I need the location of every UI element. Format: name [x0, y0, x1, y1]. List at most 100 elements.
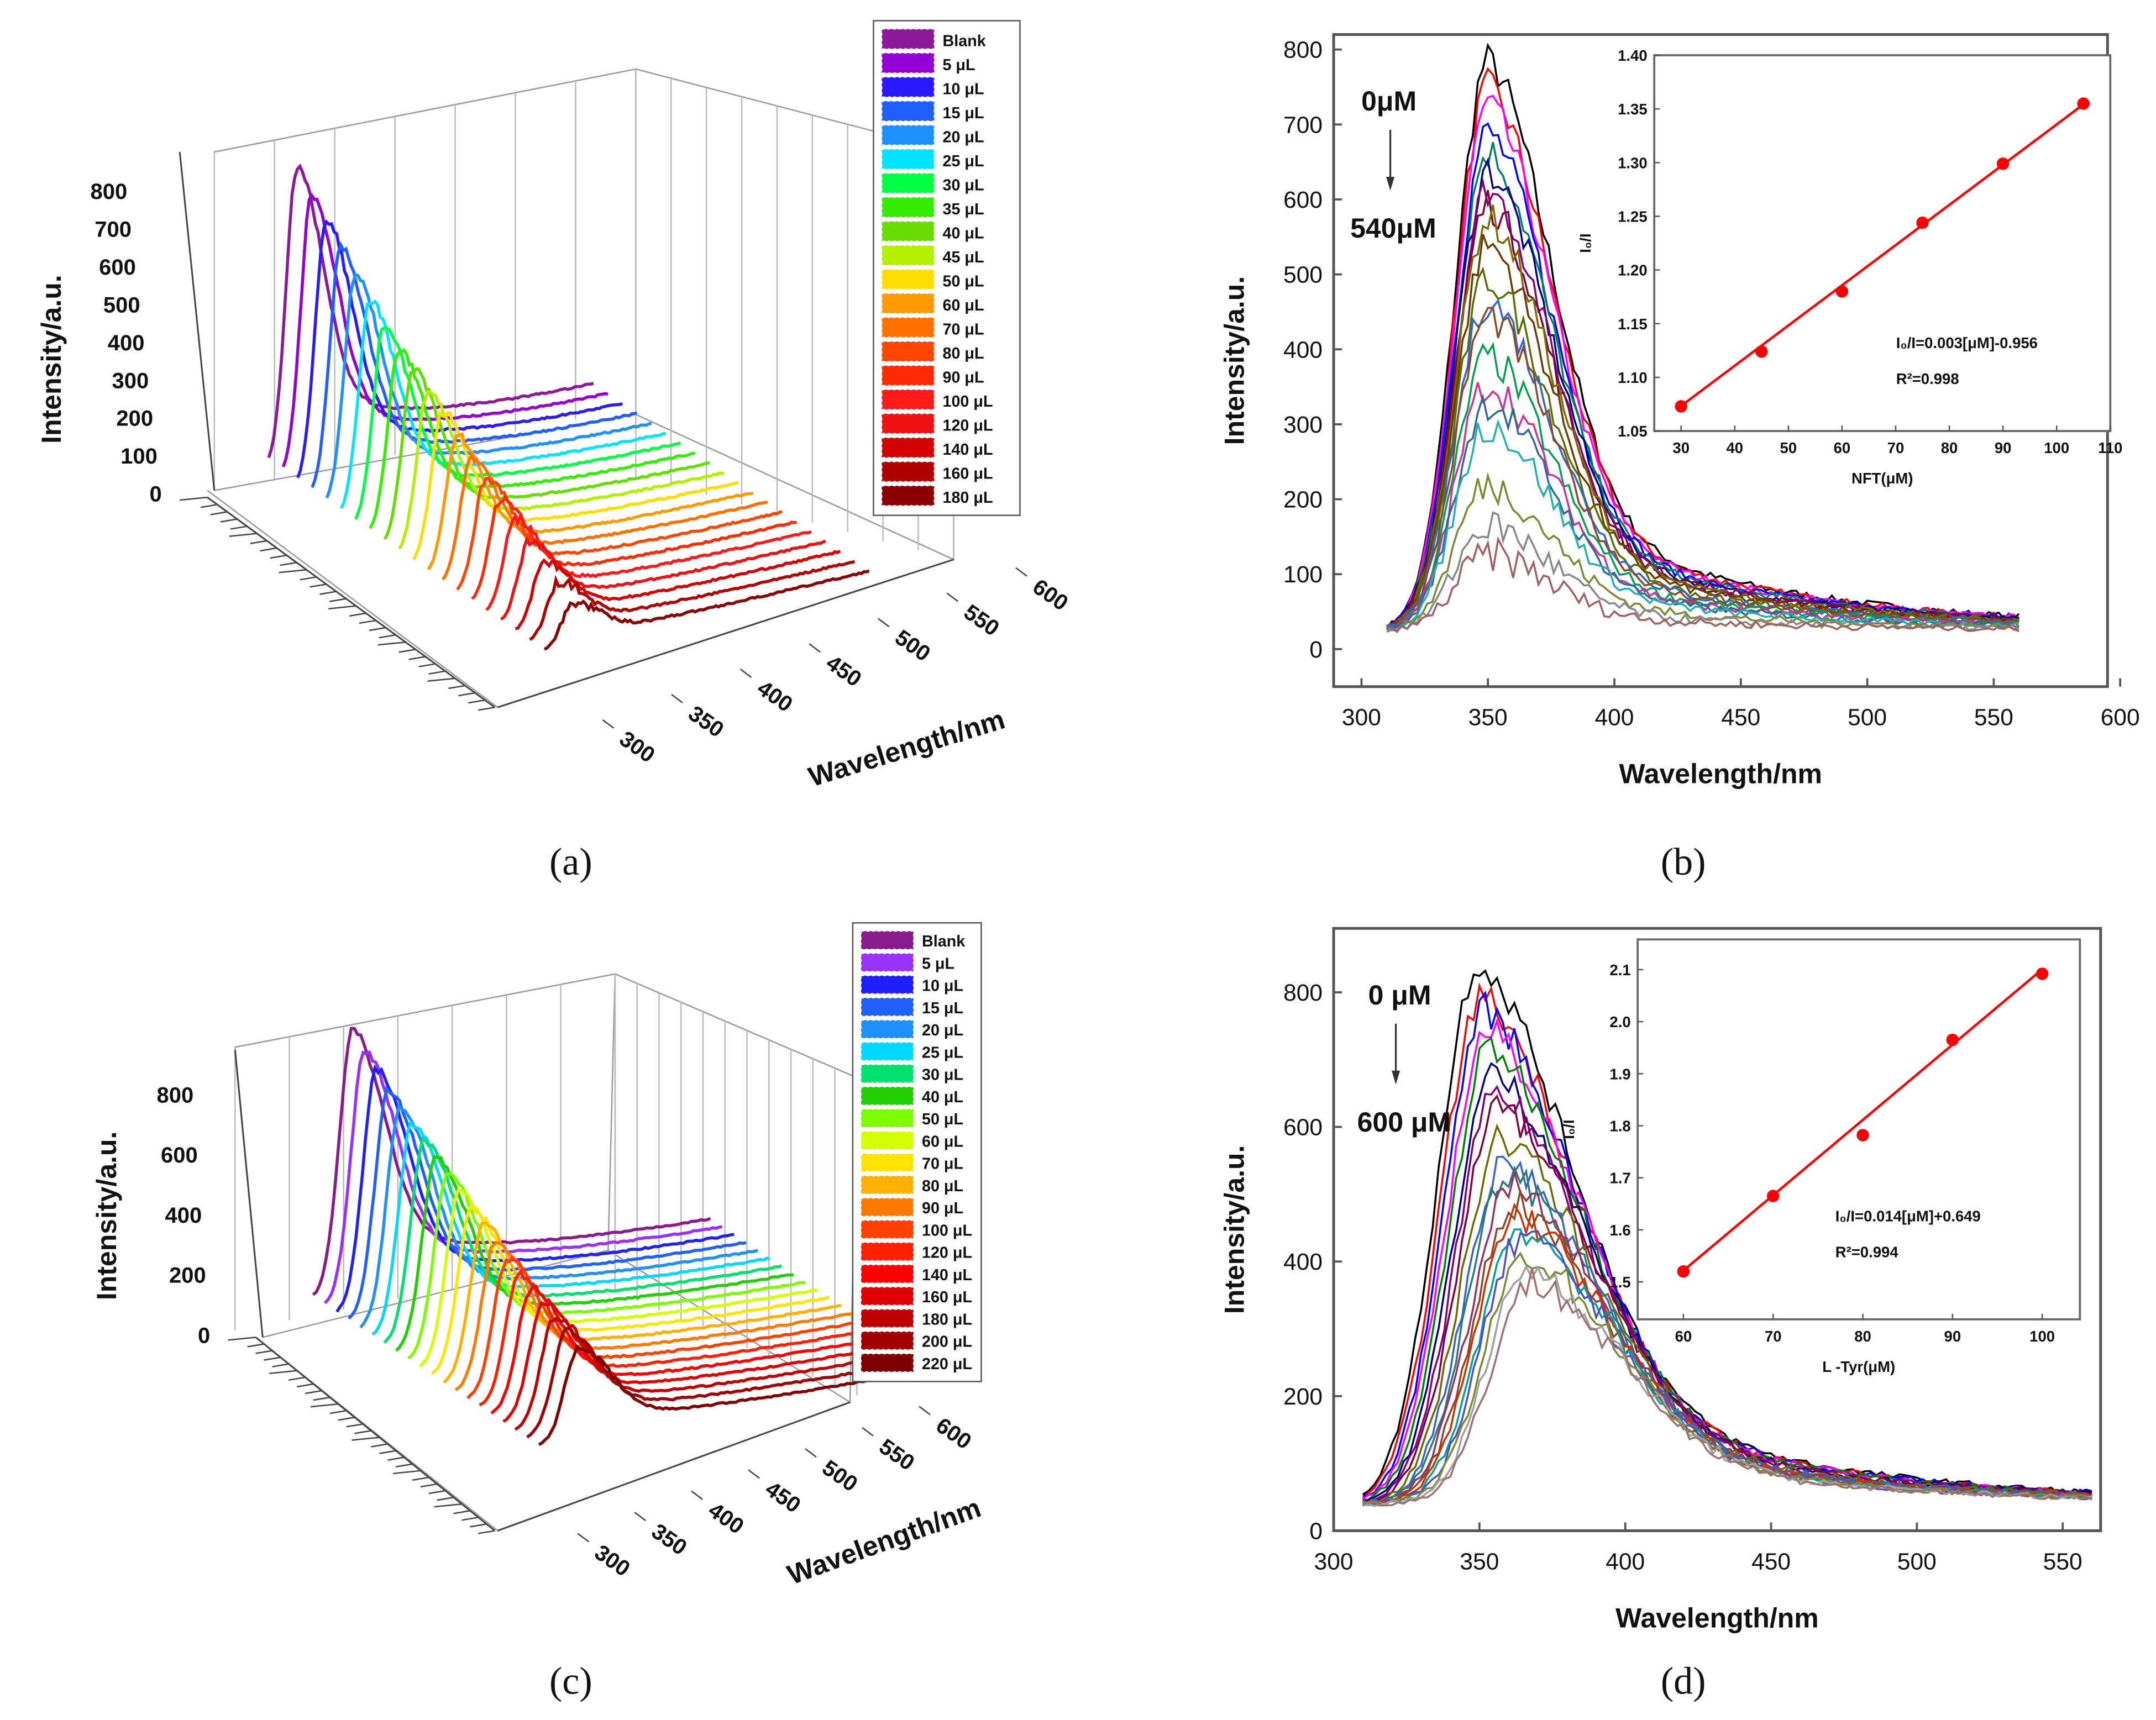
arrow-head-icon	[1392, 1070, 1400, 1085]
legend-swatch	[860, 1086, 914, 1106]
x-tick-label: 300	[615, 727, 659, 767]
legend-label: 5 μL	[922, 955, 954, 972]
annotation-start-concentration: 0 μM	[1368, 980, 1431, 1011]
legend-label: Blank	[942, 33, 986, 50]
legend-item: 25 μL	[860, 1042, 963, 1061]
legend-swatch	[881, 389, 935, 411]
inset-y-tick-label: 1.30	[1618, 154, 1648, 171]
spectrum-line	[312, 1027, 711, 1296]
legend-item: 80 μL	[881, 341, 984, 362]
legend-label: 120 μL	[922, 1244, 972, 1262]
fit-equation: I₀/I=0.014[μM]+0.649	[1835, 1207, 1981, 1224]
legend-item: 140 μL	[860, 1264, 972, 1284]
inset-x-tick-label: 100	[2044, 439, 2069, 456]
legend-item: 120 μL	[860, 1242, 972, 1262]
panel-c-3d-spectra: 0 200 400 600 800 300 350 400 450 500 550 600 Wavele…	[91, 922, 985, 1591]
inset-y-tick-label: 1.35	[1618, 101, 1648, 118]
x-tick-mark	[946, 592, 959, 602]
inset-x-axis-label: NFT(μM)	[1851, 470, 1913, 487]
spectrum-line	[418, 1188, 818, 1368]
depth-tick-mark	[228, 1337, 256, 1341]
legend-swatch	[881, 52, 935, 74]
depth-tick-mark	[461, 1517, 479, 1521]
legend-item: 90 μL	[881, 365, 984, 387]
legend-item: 35 μL	[881, 197, 984, 218]
legend-item: 10 μL	[860, 975, 963, 995]
y-tick-label: 400	[108, 331, 145, 355]
legend: Blank 5 μL 10 μL 15 μL 20 μL 25 μL 30 μL 40 μL 5…	[852, 922, 982, 1382]
legend-item: 120 μL	[881, 413, 993, 435]
inset-x-tick-label: 60	[1675, 1328, 1692, 1345]
x-tick-label: 400	[704, 1498, 748, 1539]
y-tick-label: 400	[1283, 337, 1323, 363]
data-point	[1766, 1190, 1780, 1202]
y-tick-label: 200	[1283, 487, 1323, 513]
legend-item: 5 μL	[881, 52, 975, 74]
depth-tick-mark	[296, 1383, 314, 1388]
depth-tick-mark	[379, 1450, 396, 1454]
depth-tick-mark	[470, 1523, 487, 1528]
spectrum-line	[442, 451, 768, 581]
y-tick-label: 200	[116, 407, 153, 431]
inset-x-tick-label: 60	[1834, 439, 1851, 456]
depth-tick-mark	[359, 619, 376, 624]
data-point	[1675, 400, 1687, 413]
annotation-start-concentration: 0μM	[1361, 86, 1417, 117]
y-tick-label: 500	[1283, 262, 1323, 288]
legend-label: 20 μL	[942, 129, 984, 146]
inset-y-tick-label: 1.6	[1609, 1222, 1630, 1239]
data-point	[1996, 157, 2010, 170]
depth-tick-mark	[379, 634, 396, 639]
depth-tick-mark	[319, 591, 337, 595]
depth-tick-mark	[305, 1390, 322, 1395]
spectrum-line	[1386, 536, 2019, 634]
depth-tick-mark	[247, 1343, 264, 1348]
legend-swatch	[860, 1064, 914, 1083]
legend-item: Blank	[860, 930, 966, 950]
legend-item: 40 μL	[860, 1086, 963, 1106]
depth-tick-mark	[269, 1370, 297, 1374]
legend-swatch	[860, 1042, 914, 1061]
legend-swatch	[860, 1264, 914, 1284]
legend-item: 70 μL	[881, 317, 984, 339]
y-tick-label: 600	[1283, 1115, 1323, 1141]
y-tick-label: 600	[99, 255, 136, 280]
legend-label: 40 μL	[942, 225, 984, 243]
inset-x-tick-label: 30	[1672, 439, 1690, 456]
r-squared: R²=0.994	[1835, 1243, 1899, 1260]
legend-swatch	[881, 245, 935, 266]
inset-y-tick-label: 1.9	[1609, 1065, 1630, 1082]
depth-tick-mark	[279, 569, 307, 574]
legend-item: 15 μL	[860, 997, 963, 1017]
legend-swatch	[860, 1330, 914, 1350]
legend-label: 5 μL	[942, 56, 975, 74]
legend-item: 200 μL	[860, 1330, 972, 1351]
depth-tick-mark	[260, 547, 277, 552]
x-tick-label: 350	[647, 1519, 691, 1560]
legend-item: 90 μL	[860, 1197, 963, 1217]
spectrum-line	[369, 348, 695, 529]
inset-calibration-plot: 30 40 50 60 70 80 90 100 110 1.05 1.10 1.15 1.20 1.25…	[1577, 47, 2122, 487]
intensity-axis	[234, 1050, 264, 1338]
legend-item: 160 μL	[881, 461, 993, 483]
inset-y-tick-label: 1.8	[1609, 1117, 1630, 1134]
r-squared: R²=0.998	[1896, 370, 1959, 387]
x-tick-label: 400	[1595, 705, 1634, 731]
fit-line	[1680, 103, 2085, 407]
depth-tick-mark	[328, 605, 356, 609]
legend-item: 100 μL	[881, 389, 993, 411]
legend-swatch	[860, 1019, 914, 1039]
legend-label: 80 μL	[922, 1177, 963, 1195]
legend-swatch	[860, 1308, 914, 1328]
legend-label: 140 μL	[922, 1266, 972, 1284]
y-tick-label: 0	[149, 482, 161, 507]
depth-tick-mark	[255, 1350, 272, 1354]
spectrum-line	[296, 219, 623, 478]
inset-frame	[1636, 938, 2081, 1321]
x-tick-label: 300	[1314, 1549, 1354, 1575]
legend-item: 220 μL	[860, 1353, 972, 1373]
legend-swatch	[881, 101, 935, 122]
plot-frame	[1332, 927, 2102, 1532]
legend-label: 60 μL	[942, 297, 984, 314]
inset-y-axis-label: I₀/I	[1577, 233, 1594, 253]
